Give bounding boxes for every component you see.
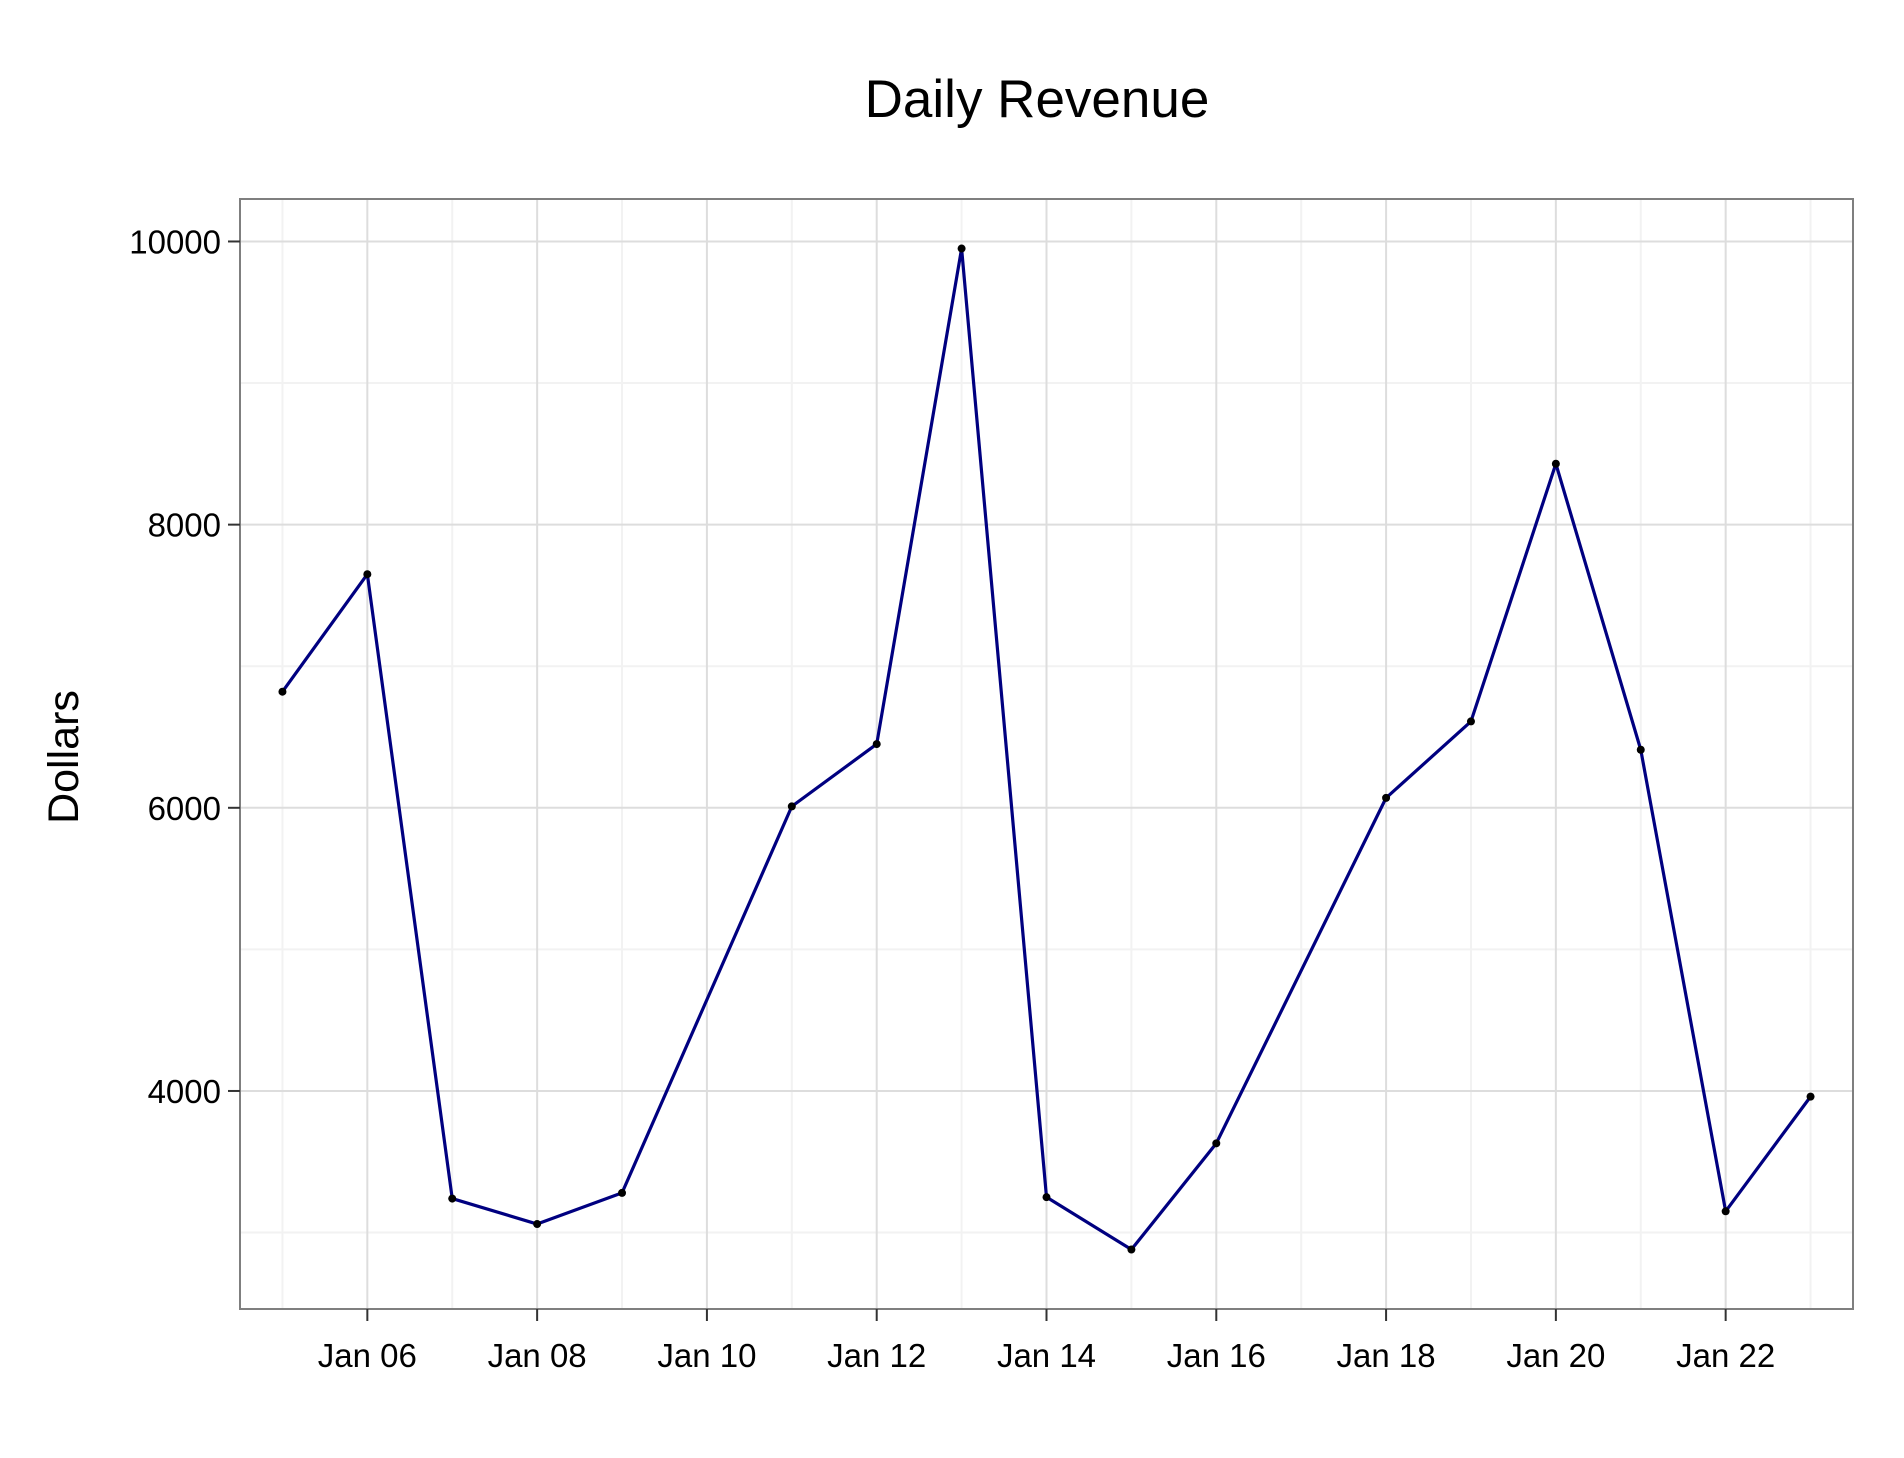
data-point (278, 687, 287, 696)
data-point (1212, 1139, 1221, 1148)
x-tick-label: Jan 06 (318, 1337, 417, 1374)
chart-title: Daily Revenue (865, 70, 1210, 129)
y-tick-label: 4000 (148, 1073, 221, 1110)
data-point (1806, 1092, 1815, 1101)
data-point (787, 802, 796, 811)
data-point (1382, 793, 1391, 802)
y-tick-label: 10000 (129, 223, 221, 260)
data-point (1636, 745, 1645, 754)
data-point (1721, 1207, 1730, 1216)
data-point (533, 1220, 542, 1229)
axes: Jan 06 Jan 08 Jan 10 Jan 12 Jan 14 Jan 16 Jan … (129, 223, 1775, 1374)
data-point (618, 1188, 627, 1197)
x-tick-label: Jan 16 (1167, 1337, 1266, 1374)
data-point (448, 1194, 457, 1203)
x-tick-label: Jan 10 (657, 1337, 756, 1374)
x-tick-label: Jan 18 (1337, 1337, 1436, 1374)
x-tick-label: Jan 08 (488, 1337, 587, 1374)
data-series (278, 244, 1815, 1254)
data-point (1466, 717, 1475, 726)
x-tick-label: Jan 20 (1506, 1337, 1605, 1374)
x-tick-label: Jan 12 (827, 1337, 926, 1374)
data-point (872, 740, 881, 749)
x-tick-label: Jan 14 (997, 1337, 1096, 1374)
y-tick-label: 6000 (148, 790, 221, 827)
data-point (1042, 1193, 1051, 1202)
x-tick-label: Jan 22 (1676, 1337, 1775, 1374)
y-axis-label: Dollars (40, 690, 88, 824)
data-point (1551, 459, 1560, 468)
data-point (363, 570, 372, 579)
y-tick-label: 8000 (148, 507, 221, 544)
data-point (1127, 1245, 1136, 1254)
major-gridlines (240, 199, 1853, 1309)
data-point (957, 244, 966, 253)
